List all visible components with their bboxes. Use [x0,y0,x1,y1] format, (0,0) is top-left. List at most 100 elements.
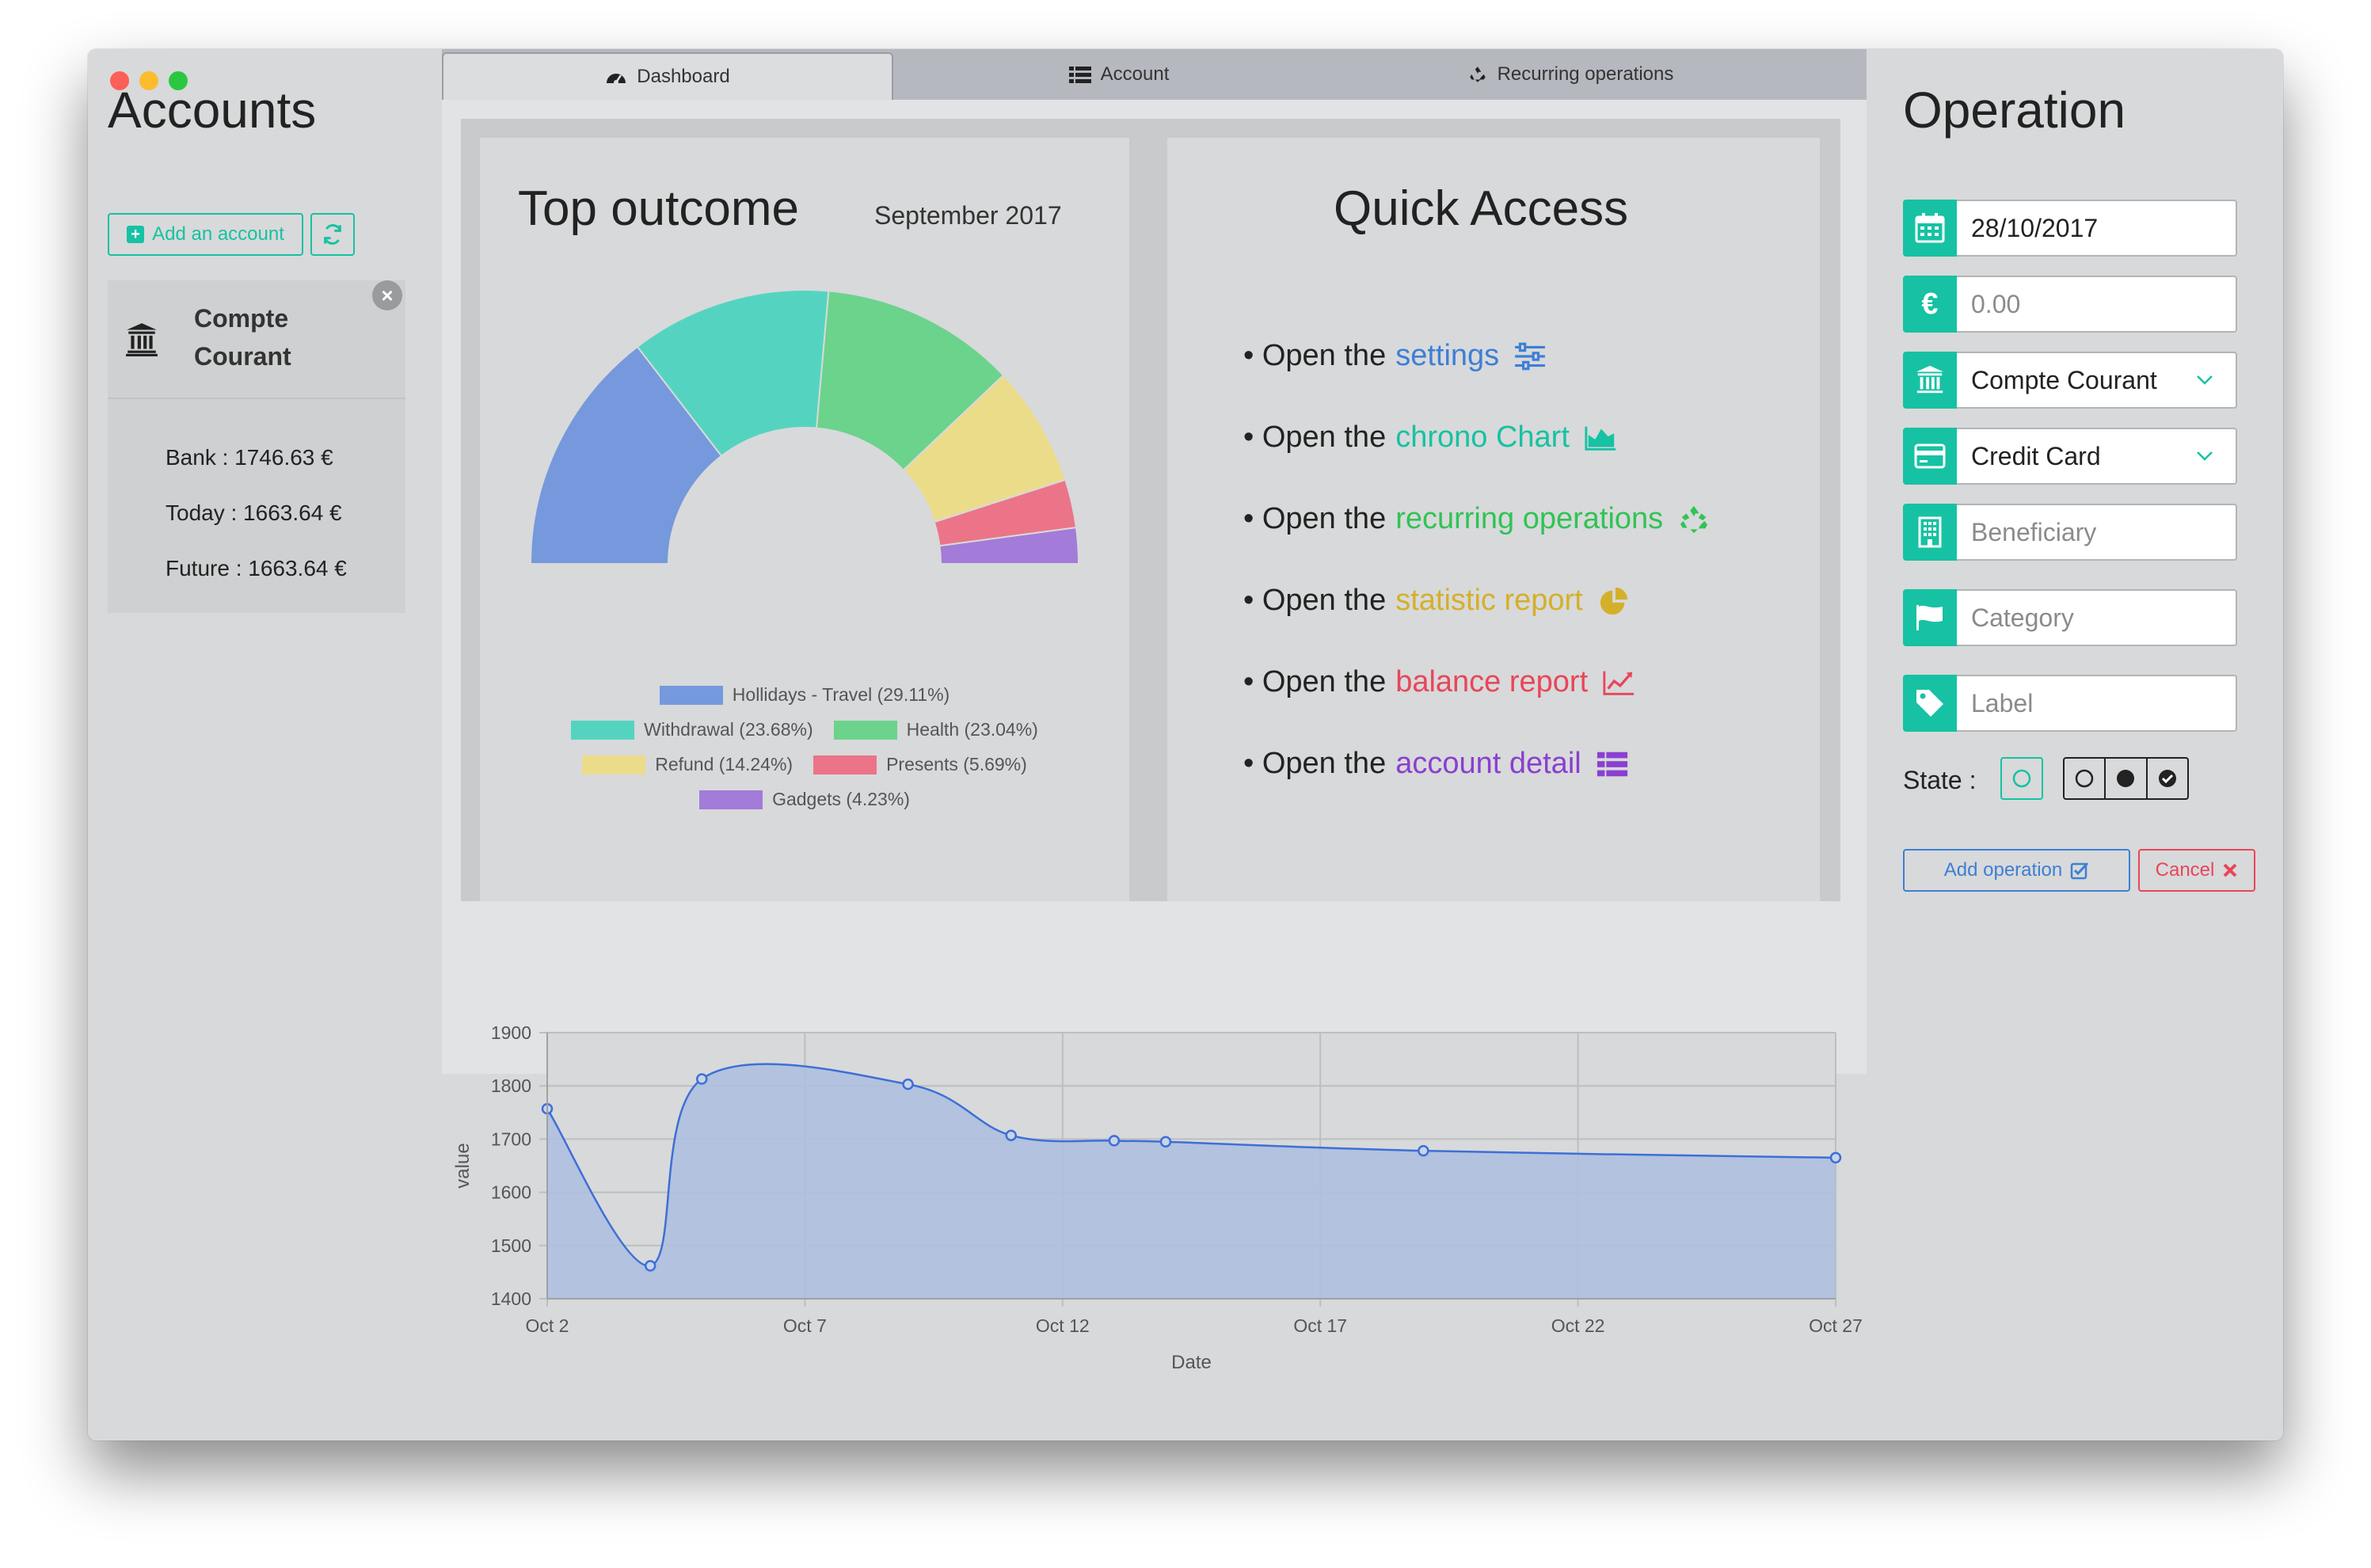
account-card[interactable]: Compte Courant Bank : 1746.63 € Today : … [108,280,405,613]
legend-row: Refund (14.24%) Presents (5.69%) [480,754,1129,775]
legend-item[interactable]: Withdrawal (23.68%) [571,719,813,740]
y-tick-label: 1900 [491,1023,531,1043]
account-name: Compte Courant [194,299,352,375]
doughnut-slice-health[interactable] [816,290,1005,472]
add-operation-label: Add operation [1943,859,2063,881]
quick-access-link-chrono-chart[interactable]: chrono Chart [1395,421,1570,454]
payment-select-value[interactable]: Credit Card [1957,428,2237,485]
legend-item[interactable]: Refund (14.24%) [582,754,793,775]
line-chart-icon[interactable] [1602,668,1635,698]
cancel-label: Cancel [2155,859,2215,881]
label-input[interactable]: Label [1957,675,2237,732]
y-tick-label: 1700 [491,1128,531,1149]
x-tick-label: Oct 27 [1809,1315,1863,1336]
check-square-icon [2070,862,2089,880]
refresh-icon [324,224,341,245]
quick-access-title: Quick Access [1334,181,1629,236]
legend-item[interactable]: Hollidays - Travel (29.11%) [659,684,950,706]
state-checked-option[interactable] [2148,759,2187,798]
x-tick-label: Oct 17 [1293,1315,1347,1336]
tab-recurring-operations-label: Recurring operations [1497,63,1674,85]
data-point[interactable] [1005,1129,1017,1141]
close-icon [2223,863,2237,877]
tab-dashboard[interactable]: Dashboard [442,52,893,100]
data-point[interactable] [1159,1136,1172,1148]
x-axis-label: Date [1171,1352,1212,1373]
list-icon[interactable] [1596,749,1629,779]
quick-access-link-balance-report[interactable]: balance report [1395,665,1589,698]
data-point[interactable] [1108,1135,1121,1147]
account-name-line2: Courant [194,342,291,371]
doughnut-slice-hollidays-travel[interactable] [529,345,723,565]
label-field[interactable]: Label [1903,675,2237,732]
quick-access-link-account-detail[interactable]: account detail [1395,747,1581,780]
beneficiary-field[interactable]: Beneficiary [1903,504,2237,561]
category-field[interactable]: Category [1903,589,2237,646]
tab-account[interactable]: Account [893,49,1345,100]
credit-card-icon [1903,428,1957,485]
state-indicator [2000,757,2043,800]
account-select-value[interactable]: Compte Courant [1957,352,2237,409]
minimize-window-button[interactable] [139,71,158,90]
legend-swatch [659,685,723,705]
doughnut-slice-withdrawal[interactable] [636,289,830,458]
quick-access-link-settings[interactable]: settings [1395,339,1500,372]
recycle-icon [1469,67,1486,82]
recycle-icon[interactable] [1677,504,1711,535]
area-chart-icon[interactable] [1584,423,1617,453]
data-point[interactable] [695,1073,708,1085]
quick-access-prefix: • Open the [1243,421,1387,454]
dashboard-content: Top outcome September 2017 Hollidays - T… [442,100,1867,1074]
area-fill [547,1064,1836,1299]
state-open-option[interactable] [2065,759,2106,798]
quick-access-prefix: • Open the [1243,584,1387,617]
circle-outline-icon [2075,769,2094,788]
flag-icon [1903,589,1957,646]
data-point[interactable] [1829,1151,1842,1164]
add-operation-button[interactable]: Add operation [1903,849,2130,892]
account-select[interactable]: Compte Courant [1903,352,2237,409]
remove-account-button[interactable]: × [372,280,402,310]
cancel-button[interactable]: Cancel [2138,849,2255,892]
state-pending-option[interactable] [2106,759,2148,798]
y-axis-label: value [452,1143,474,1188]
data-point[interactable] [902,1078,914,1090]
quick-access-item: • Open the account detail [1243,747,1629,781]
bank-icon [1903,352,1957,409]
y-tick-label: 1600 [491,1182,531,1203]
legend-swatch [813,755,877,774]
legend-swatch [571,720,635,740]
pie-chart-icon[interactable] [1597,586,1631,616]
close-window-button[interactable] [110,71,129,90]
tab-bar: Dashboard Account Recurring operations [442,49,1867,100]
legend-item[interactable]: Health (23.04%) [833,719,1038,740]
euro-icon: € [1903,276,1957,333]
legend-label: Gadgets (4.23%) [772,789,910,809]
category-input[interactable]: Category [1957,589,2237,646]
legend-item[interactable]: Presents (5.69%) [813,754,1027,775]
bank-icon [126,323,158,356]
data-point[interactable] [644,1260,656,1272]
dashboard-icon [607,74,626,85]
legend-swatch [582,755,646,774]
legend-item[interactable]: Gadgets (4.23%) [699,789,910,810]
payment-select[interactable]: Credit Card [1903,428,2237,485]
tab-recurring-operations[interactable]: Recurring operations [1345,49,1796,100]
plus-icon: + [127,226,145,243]
amount-input[interactable]: 0.00 [1957,276,2237,333]
add-account-button[interactable]: + Add an account [108,213,303,256]
sliders-icon[interactable] [1513,341,1547,371]
legend-swatch [833,720,897,740]
amount-field[interactable]: € 0.00 [1903,276,2237,333]
refresh-button[interactable] [310,213,355,256]
quick-access-link-recurring-operations[interactable]: recurring operations [1395,502,1664,535]
maximize-window-button[interactable] [169,71,188,90]
app-window: Accounts + Add an account Compte Courant [88,49,2283,1441]
beneficiary-input[interactable]: Beneficiary [1957,504,2237,561]
bank-balance: Bank : 1746.63 € [166,445,333,470]
date-input[interactable]: 28/10/2017 [1957,200,2237,257]
quick-access-link-statistic-report[interactable]: statistic report [1395,584,1583,617]
doughnut-slice-gadgets[interactable] [938,527,1080,565]
date-field[interactable]: 28/10/2017 [1903,200,2237,257]
data-point[interactable] [1418,1144,1429,1157]
